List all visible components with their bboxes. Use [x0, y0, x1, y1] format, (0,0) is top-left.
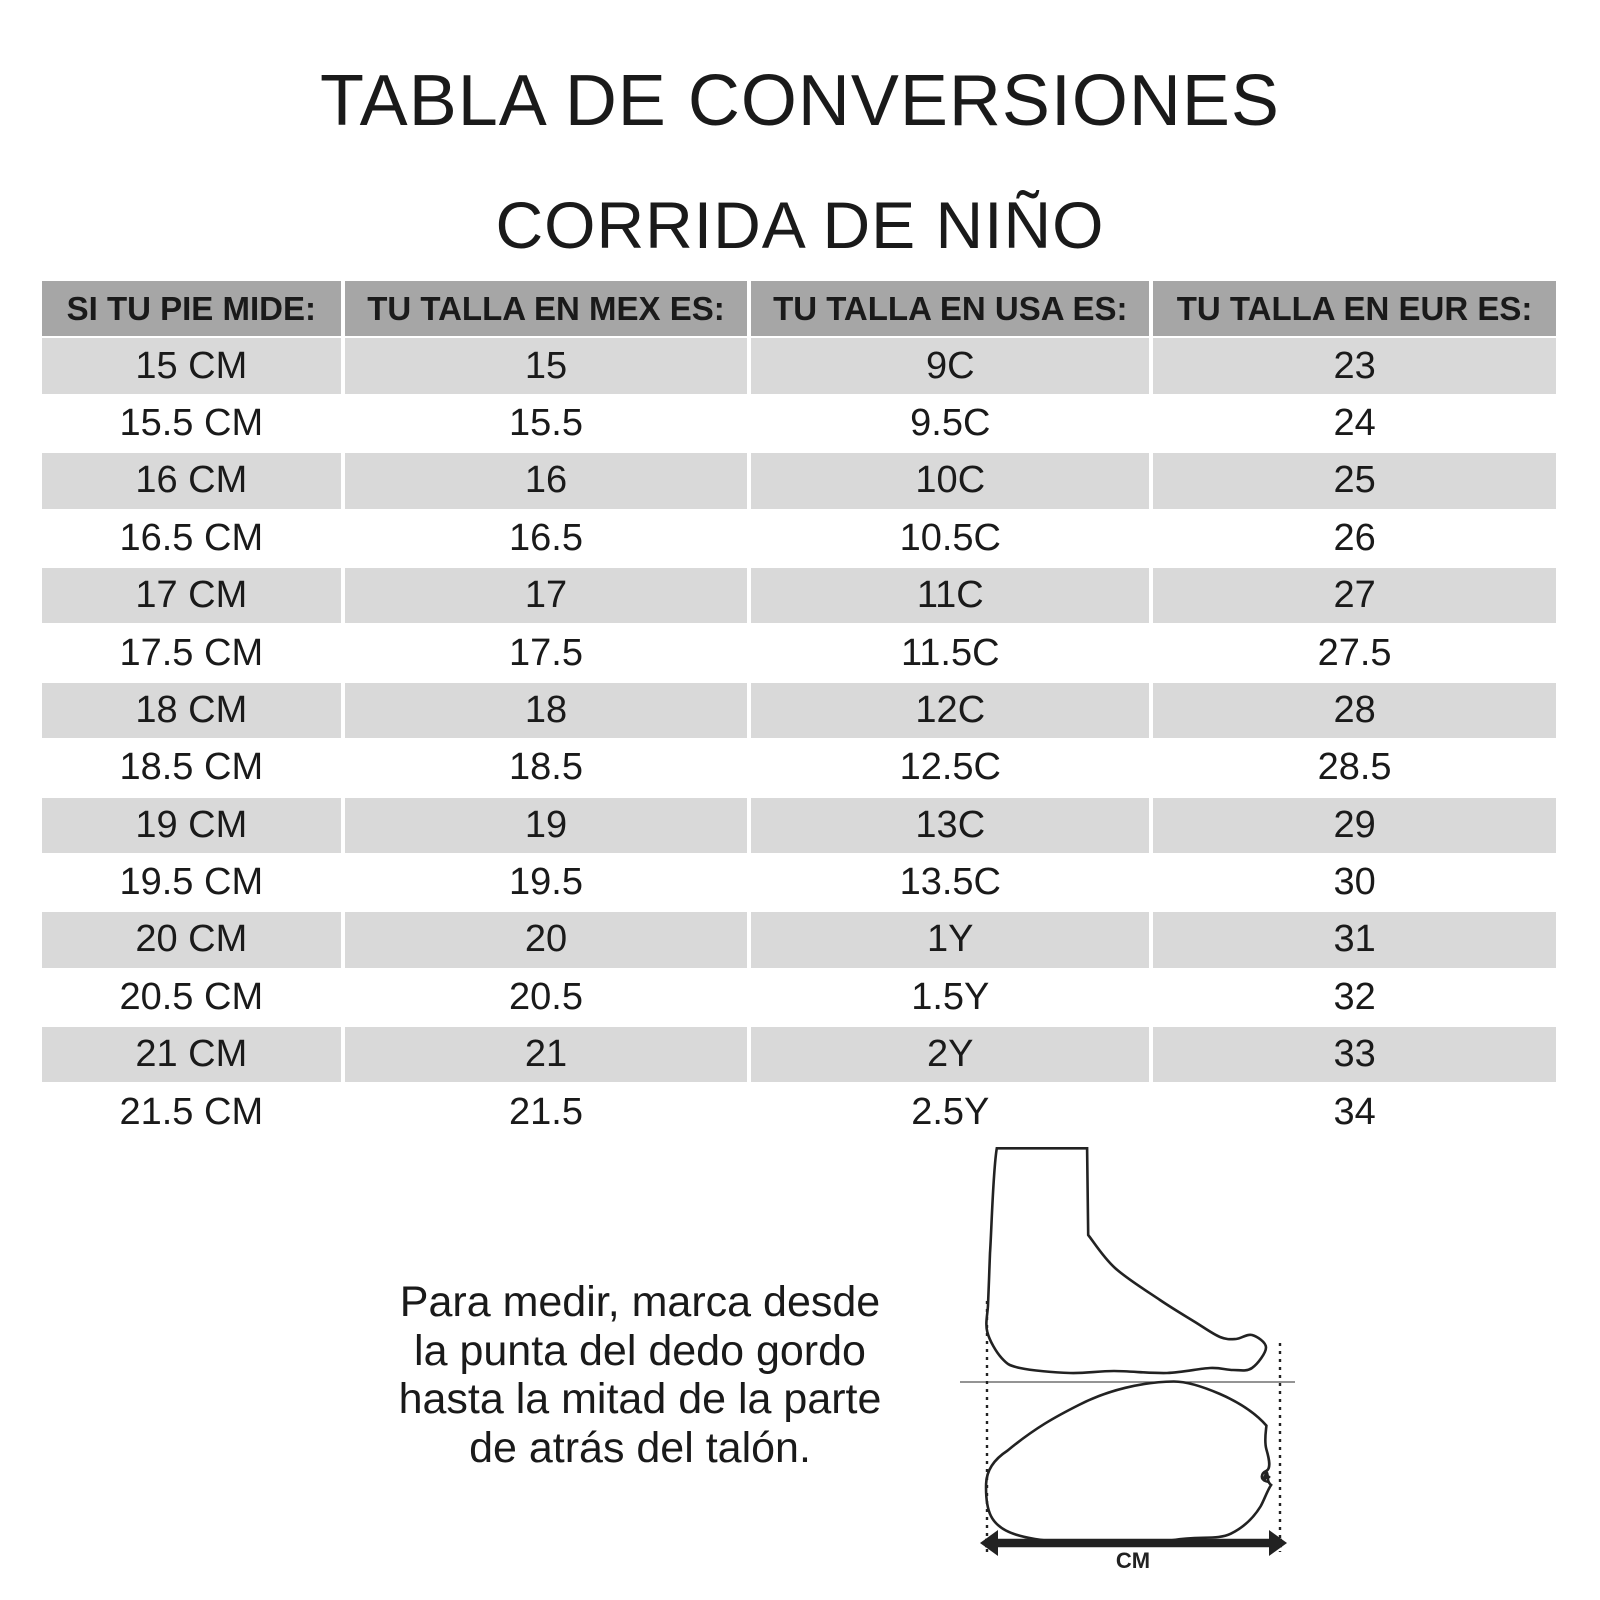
svg-text:CM: CM: [1116, 1548, 1150, 1573]
